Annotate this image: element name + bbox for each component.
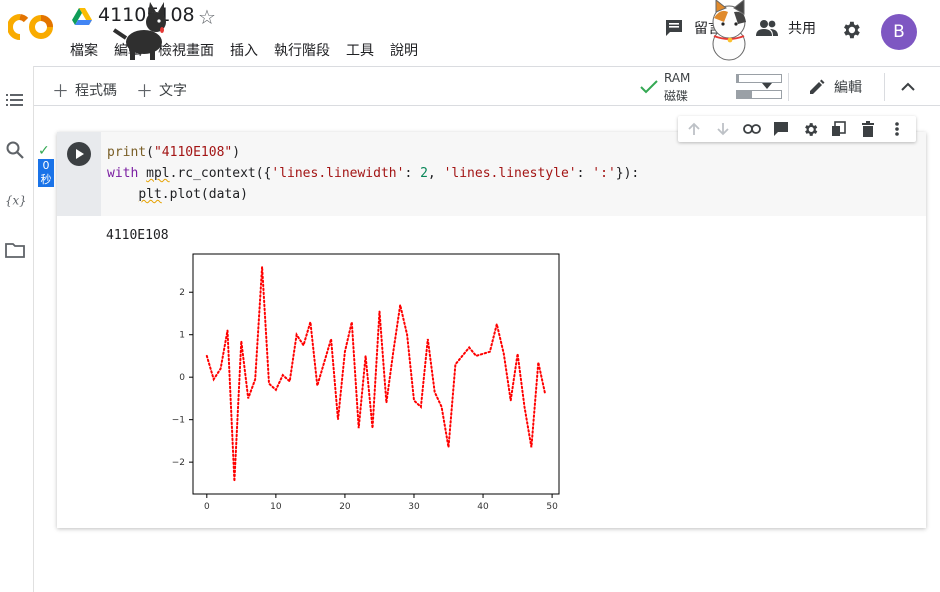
add-code-button[interactable]: ＋ 程式碼 xyxy=(52,77,117,102)
colab-logo-icon[interactable] xyxy=(8,12,54,42)
cat-mascot-icon xyxy=(712,0,746,61)
menu-view[interactable]: 檢視畫面 xyxy=(158,43,214,59)
edit-button[interactable]: 編輯 xyxy=(808,77,862,97)
cell-toolbar xyxy=(678,116,916,142)
execution-time-unit: 秒 xyxy=(38,173,54,187)
y-tick-label: −2 xyxy=(172,458,185,468)
delete-icon[interactable] xyxy=(858,119,878,139)
menu-help[interactable]: 說明 xyxy=(390,43,418,59)
ram-bar xyxy=(736,74,782,83)
code-editor[interactable]: print("4110E108") with mpl.rc_context({'… xyxy=(101,132,926,216)
code-line-2: with mpl.rc_context({'lines.linewidth': … xyxy=(107,166,640,181)
settings-gear-icon[interactable] xyxy=(840,19,862,41)
execution-check-icon: ✓ xyxy=(38,143,50,159)
plus-icon: ＋ xyxy=(136,82,153,102)
series-line xyxy=(205,266,547,482)
output-text: 4110E108 xyxy=(106,228,169,243)
share-label: 共用 xyxy=(788,21,816,37)
notebook-title[interactable]: 4110E108 xyxy=(98,4,195,26)
resource-monitor[interactable]: RAM 磁碟 xyxy=(640,71,782,103)
connected-check-icon xyxy=(640,80,658,94)
chevron-up-icon[interactable] xyxy=(900,79,916,95)
toolbar-divider xyxy=(884,73,885,101)
add-code-label: 程式碼 xyxy=(75,82,117,99)
code-text[interactable]: print("4110E108") with mpl.rc_context({'… xyxy=(107,142,639,205)
menu-runtime[interactable]: 執行階段 xyxy=(274,43,330,59)
code-line-1: print("4110E108") xyxy=(107,145,241,160)
dog-mascot-icon xyxy=(112,2,166,60)
toolbar-divider xyxy=(788,73,789,101)
y-tick-label: 0 xyxy=(179,373,185,383)
settings-gear-icon[interactable] xyxy=(800,119,820,139)
star-icon[interactable]: ☆ xyxy=(198,5,216,29)
disk-label: 磁碟 xyxy=(664,89,689,103)
left-sidebar: {x} xyxy=(0,66,34,592)
menu-tools[interactable]: 工具 xyxy=(346,43,374,59)
link-icon[interactable] xyxy=(742,119,762,139)
move-up-icon[interactable] xyxy=(684,119,704,139)
google-drive-icon[interactable] xyxy=(72,8,92,26)
table-of-contents-icon[interactable] xyxy=(5,90,25,110)
x-tick-label: 40 xyxy=(477,502,489,512)
x-tick-label: 10 xyxy=(270,502,282,512)
search-icon[interactable] xyxy=(5,140,25,160)
x-tick-label: 0 xyxy=(204,502,210,512)
code-line-3: plt.plot(data) xyxy=(138,187,248,202)
more-vert-icon[interactable] xyxy=(887,119,907,139)
add-text-button[interactable]: ＋ 文字 xyxy=(136,77,187,102)
pencil-icon xyxy=(810,79,825,94)
y-tick-label: 2 xyxy=(179,288,185,298)
run-cell-button[interactable] xyxy=(67,142,91,166)
move-down-icon[interactable] xyxy=(713,119,733,139)
share-people-icon xyxy=(756,20,778,36)
menu-file[interactable]: 檔案 xyxy=(70,43,98,59)
execution-time: 0 xyxy=(38,159,54,173)
x-tick-label: 50 xyxy=(546,502,558,512)
x-tick-label: 30 xyxy=(408,502,420,512)
app-header: 4110E108 ☆ 檔案 編輯 檢視畫面 插入 執行階段 工具 說明 留言 xyxy=(0,0,940,66)
menu-insert[interactable]: 插入 xyxy=(230,43,258,59)
cell-gutter xyxy=(57,132,101,216)
execution-status: ✓ 0 秒 xyxy=(38,143,54,187)
comment-icon xyxy=(666,20,682,36)
disk-bar xyxy=(736,90,782,99)
mirror-cell-icon[interactable] xyxy=(829,119,849,139)
menu-bar: 檔案 編輯 檢視畫面 插入 執行階段 工具 說明 xyxy=(70,40,434,60)
comment-icon[interactable] xyxy=(771,119,791,139)
add-text-label: 文字 xyxy=(159,82,187,99)
svg-text:{x}: {x} xyxy=(5,194,25,208)
chevron-down-icon[interactable] xyxy=(761,80,773,92)
y-tick-label: 1 xyxy=(179,331,185,341)
files-folder-icon[interactable] xyxy=(5,240,25,260)
x-tick-label: 20 xyxy=(339,502,351,512)
code-cell[interactable]: print("4110E108") with mpl.rc_context({'… xyxy=(57,132,926,528)
y-tick-label: −1 xyxy=(172,416,185,426)
share-button[interactable]: 共用 xyxy=(756,18,816,38)
edit-label: 編輯 xyxy=(834,80,862,96)
avatar[interactable]: B xyxy=(881,14,917,50)
notebook-toolbar: ＋ 程式碼 ＋ 文字 RAM 磁碟 編輯 xyxy=(34,66,940,106)
plus-icon: ＋ xyxy=(52,82,69,102)
variables-icon[interactable]: {x} xyxy=(5,190,25,210)
ram-label: RAM xyxy=(664,71,691,85)
